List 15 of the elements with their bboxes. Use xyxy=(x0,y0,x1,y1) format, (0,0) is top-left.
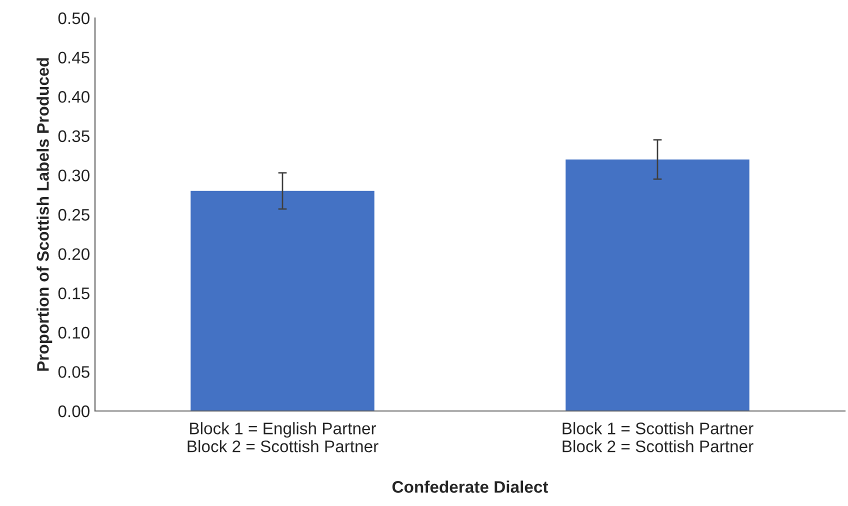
y-tick-label: 0.50 xyxy=(58,12,90,24)
y-tick-label: 0.30 xyxy=(58,170,90,182)
y-axis-title: Proportion of Scottish Labels Produced xyxy=(36,58,52,371)
y-tick-label: 0.35 xyxy=(58,130,90,142)
x-tick-label: Block 1 = Scottish Partner Block 2 = Scottish Partner xyxy=(562,422,754,452)
y-tick-label: 0.10 xyxy=(58,326,90,339)
y-tick-label: 0.20 xyxy=(58,248,90,260)
x-tick-label: Block 1 = English Partner Block 2 = Scottish Partner xyxy=(188,422,378,452)
x-axis-title: Confederate Dialect xyxy=(392,480,548,493)
y-tick-label: 0.05 xyxy=(58,366,90,378)
y-tick-label: 0.15 xyxy=(58,288,90,300)
y-tick-label: 0.00 xyxy=(58,405,90,418)
y-tick-label: 0.45 xyxy=(58,52,90,64)
y-tick-label: 0.40 xyxy=(58,91,90,103)
y-tick-label: 0.25 xyxy=(58,208,90,221)
